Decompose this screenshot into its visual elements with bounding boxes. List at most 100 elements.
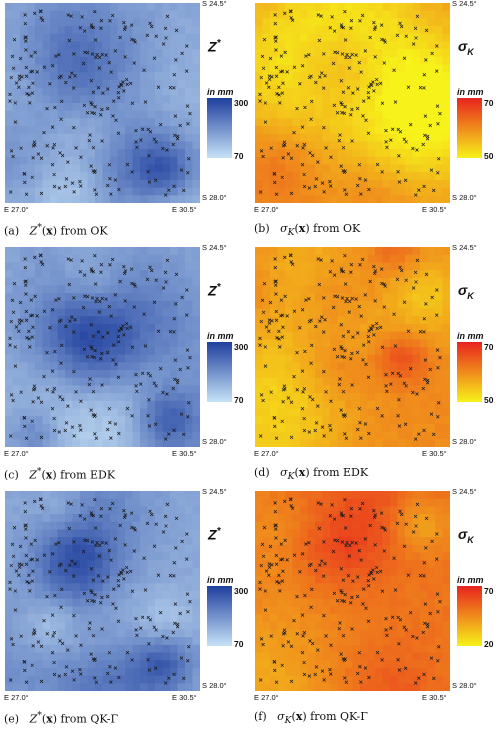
station-marker [116,619,121,624]
station-marker [100,595,104,600]
station-marker [118,35,122,40]
station-marker [94,543,98,548]
station-marker [8,678,13,682]
station-marker [274,680,279,685]
station-marker [323,562,327,566]
station-marker [289,400,294,405]
station-marker [107,60,112,65]
station-marker [343,657,347,661]
station-marker [161,634,165,639]
station-marker [23,35,27,40]
station-marker [8,434,13,438]
station-marker [42,130,46,135]
station-marker [302,184,307,189]
station-marker [408,366,413,371]
station-marker [93,169,97,173]
station-marker [411,286,416,290]
station-marker [164,280,168,284]
station-marker [367,431,371,436]
colorbar-min: 50 [484,151,494,161]
station-marker [19,390,23,394]
station-marker [73,74,77,78]
station-marker [39,497,43,502]
station-marker [328,179,332,184]
station-marker [283,538,287,543]
lat-bottom: S 28.0° [202,193,227,202]
station-marker [309,562,313,566]
station-marker [332,273,337,277]
station-marker [23,13,27,17]
station-marker [318,75,322,79]
station-marker [389,382,393,386]
station-marker [339,323,344,327]
station-marker [320,181,325,185]
station-marker [436,121,440,126]
station-marker [300,64,305,68]
station-marker [100,383,104,387]
station-marker [413,514,418,519]
station-marker [24,74,29,78]
station-marker [35,558,39,562]
station-marker [267,85,271,90]
station-marker [63,672,68,677]
station-marker [69,258,73,262]
station-marker [263,608,268,612]
station-marker [27,581,31,585]
station-marker [105,594,110,599]
station-marker [368,279,372,284]
station-marker [39,156,44,161]
station-marker [175,137,180,141]
station-marker [261,310,266,315]
station-marker [69,14,73,18]
station-marker [339,652,343,656]
station-marker [273,279,277,284]
station-marker [184,557,189,561]
station-marker [368,35,372,40]
station-marker [18,56,23,61]
station-marker [29,557,33,562]
station-marker [418,85,423,90]
station-marker [165,148,169,152]
station-marker [11,642,15,647]
station-marker [313,428,318,433]
colorbar-min: 20 [484,639,494,649]
station-marker [110,13,115,18]
station-marker [292,374,296,379]
station-marker [331,61,336,66]
station-marker [35,70,39,74]
station-marker [354,297,358,301]
station-marker [360,257,365,262]
station-marker [309,99,314,104]
station-marker [307,430,312,434]
station-marker [13,120,18,124]
station-marker [116,578,121,583]
station-marker [436,609,440,614]
station-marker [273,283,278,287]
station-marker [30,175,34,180]
station-marker [188,599,192,604]
station-marker [290,18,295,23]
station-marker [17,562,22,566]
station-marker [40,262,45,267]
station-marker [50,125,55,129]
station-marker [355,671,360,676]
station-marker [24,279,28,283]
station-marker [424,272,429,277]
station-marker [380,525,384,530]
station-marker [125,570,129,575]
caption: (a) Z*(x) from OK [4,222,108,238]
station-marker [397,154,401,158]
station-marker [308,151,312,155]
station-marker [81,549,86,554]
station-marker [367,573,371,577]
station-marker [298,570,302,574]
station-marker [344,55,348,60]
station-marker [328,513,333,518]
colorbar-max: 70 [484,98,494,108]
station-marker [328,423,332,428]
station-marker [89,269,94,273]
station-marker [350,595,354,600]
caption: (e) Z*(x) from QK-Γ [4,710,119,726]
station-marker [50,552,55,556]
station-marker [145,277,150,282]
